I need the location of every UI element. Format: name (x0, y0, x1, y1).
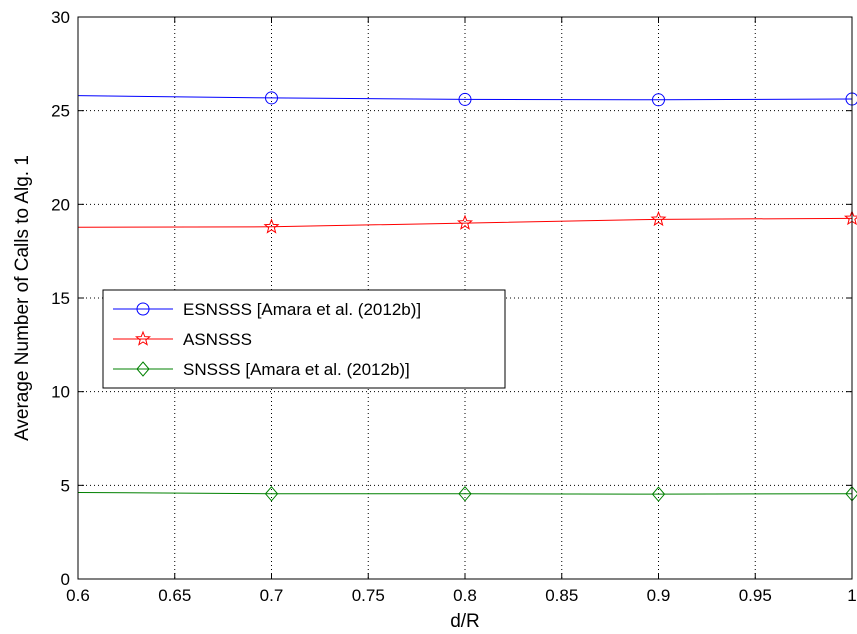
circle-marker (265, 91, 278, 105)
y-tick-label: 10 (51, 383, 70, 402)
y-tick-label: 0 (61, 570, 70, 589)
legend-entry: ESNSSS [Amara et al. (2012b)] (113, 300, 421, 319)
axis-ticks: 0.6 0.65 0.7 0.75 0.8 0.85 0.9 0.95 105101520253… (51, 8, 857, 605)
y-tick-label: 20 (51, 195, 70, 214)
legend-label: ESNSSS [Amara et al. (2012b)] (183, 300, 421, 319)
legend-entry: SNSSS [Amara et al. (2012b)] (113, 360, 410, 379)
x-tick-label: 0.7 (260, 586, 284, 605)
legend: ESNSSS [Amara et al. (2012b)] ASNSSS SNSSS… (102, 289, 506, 389)
x-tick-label: 0.85 (545, 586, 578, 605)
legend-label: ASNSSS (183, 330, 252, 349)
star-marker (457, 214, 473, 230)
diamond-marker (458, 485, 472, 502)
x-tick-label: 0.8 (453, 586, 477, 605)
y-tick-label: 15 (51, 289, 70, 308)
x-tick-label: 0.75 (352, 586, 385, 605)
series-line (77, 491, 853, 495)
diamond-marker (264, 485, 279, 502)
diamond-marker (651, 486, 666, 502)
y-axis-title: Average Number of Calls to Alg. 1 (12, 155, 33, 441)
x-axis-title: d/R (450, 611, 480, 632)
circle-marker (458, 92, 472, 106)
y-tick-label: 5 (61, 476, 70, 495)
series-line (77, 95, 853, 101)
star-marker (650, 210, 667, 227)
circle-marker (136, 302, 150, 316)
star-marker (135, 330, 151, 346)
star-marker (263, 218, 280, 234)
x-tick-label: 0.65 (158, 586, 191, 605)
x-tick-label: 0.6 (66, 586, 90, 605)
circle-marker (652, 93, 665, 107)
legend-label: SNSSS [Amara et al. (2012b)] (183, 360, 410, 379)
x-tick-label: 0.95 (739, 586, 772, 605)
diamond-marker (136, 361, 150, 377)
x-tick-label: 1 (847, 586, 856, 605)
series-line (77, 217, 853, 228)
legend-entry: ASNSSS (113, 330, 252, 349)
series-layer (77, 91, 857, 502)
x-tick-label: 0.9 (647, 586, 671, 605)
y-tick-label: 30 (51, 8, 70, 27)
y-tick-label: 25 (51, 102, 70, 121)
